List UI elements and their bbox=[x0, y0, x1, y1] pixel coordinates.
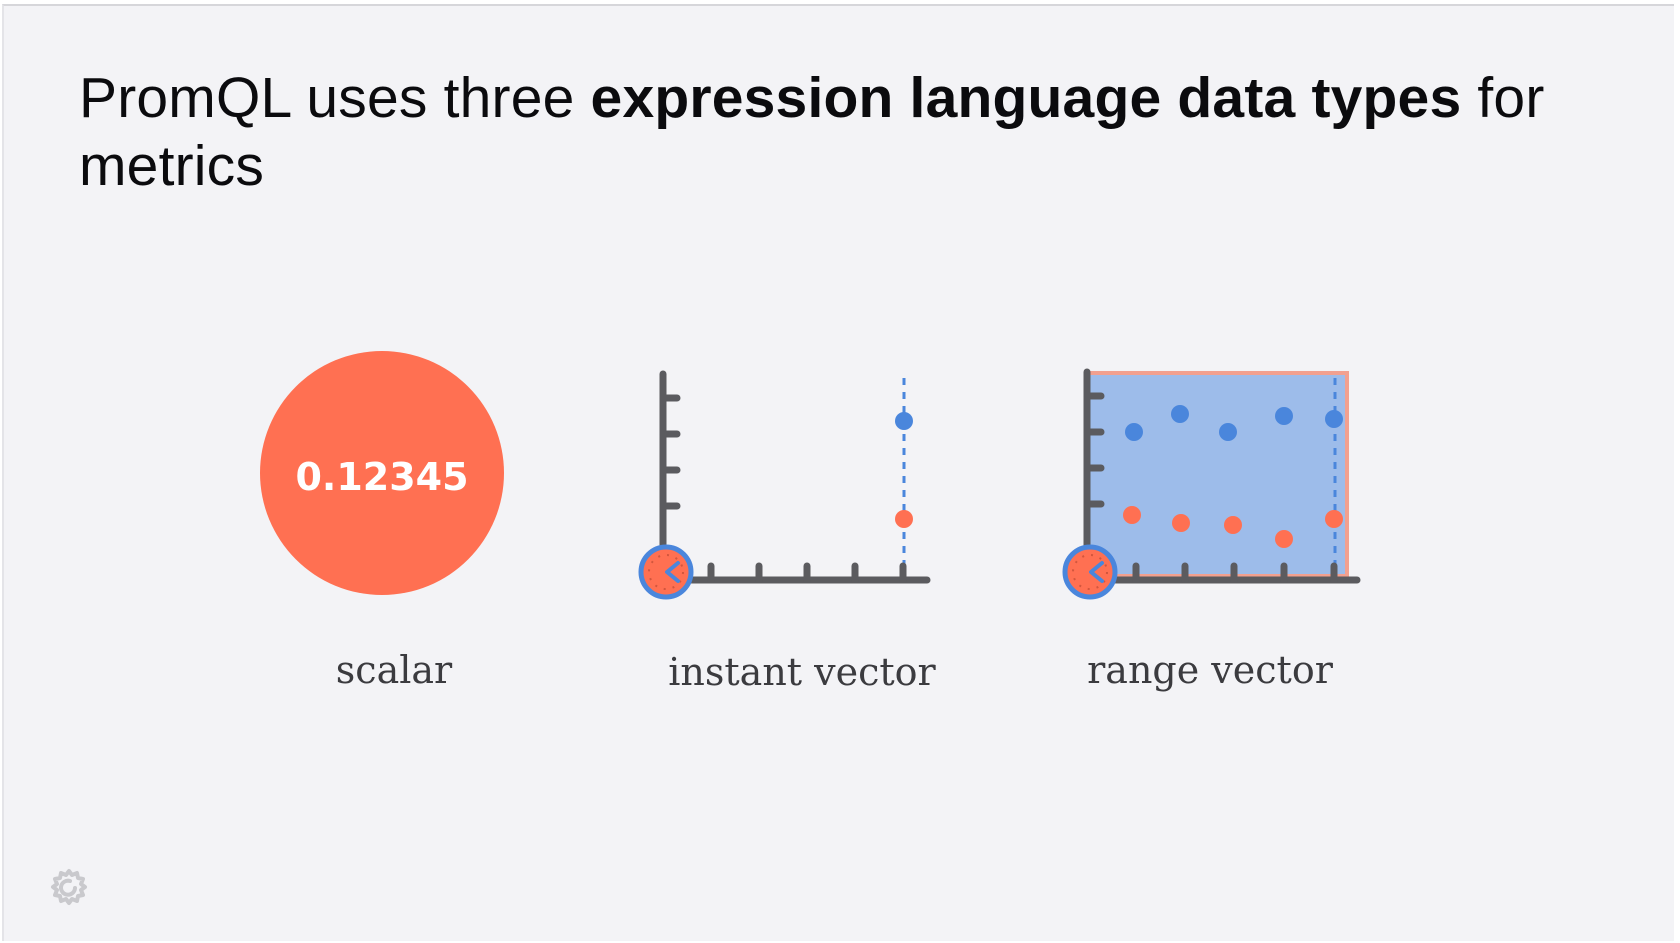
range-point-orange bbox=[1275, 530, 1293, 548]
range-point-blue bbox=[1171, 405, 1189, 423]
title-bold: expression language data types bbox=[590, 66, 1462, 130]
scalar-caption: scalar bbox=[335, 648, 453, 692]
slide-title: PromQL uses three expression language da… bbox=[79, 64, 1639, 200]
title-suffix: for metrics bbox=[79, 66, 1545, 198]
range-points-orange bbox=[1123, 506, 1343, 548]
range-point-blue bbox=[1275, 407, 1293, 425]
instant-point-blue bbox=[895, 412, 913, 430]
range-point-orange bbox=[1325, 510, 1343, 528]
instant-vector-caption: instant vector bbox=[668, 650, 936, 694]
data-types-diagram: 0.12345 bbox=[260, 351, 1361, 600]
range-vector-illustration bbox=[1062, 368, 1361, 600]
instant-axes bbox=[659, 370, 931, 584]
clock-icon bbox=[638, 544, 694, 600]
title-prefix: PromQL uses three bbox=[79, 66, 591, 130]
scalar-illustration: 0.12345 bbox=[260, 351, 504, 595]
range-point-blue bbox=[1325, 410, 1343, 428]
range-vector-caption: range vector bbox=[1087, 648, 1333, 692]
range-window bbox=[1085, 371, 1349, 578]
range-point-blue bbox=[1125, 423, 1143, 441]
range-point-orange bbox=[1123, 506, 1141, 524]
grafana-logo-icon bbox=[51, 869, 87, 905]
slide: PromQL uses three expression language da… bbox=[2, 4, 1674, 941]
range-point-orange bbox=[1224, 516, 1242, 534]
range-point-orange bbox=[1172, 514, 1190, 532]
scalar-circle bbox=[260, 351, 504, 595]
range-points-blue bbox=[1125, 405, 1343, 441]
clock-icon bbox=[1062, 544, 1118, 600]
scalar-value: 0.12345 bbox=[295, 455, 468, 499]
range-point-blue bbox=[1219, 423, 1237, 441]
instant-point-orange bbox=[895, 510, 913, 528]
instant-vector-illustration bbox=[638, 370, 931, 600]
